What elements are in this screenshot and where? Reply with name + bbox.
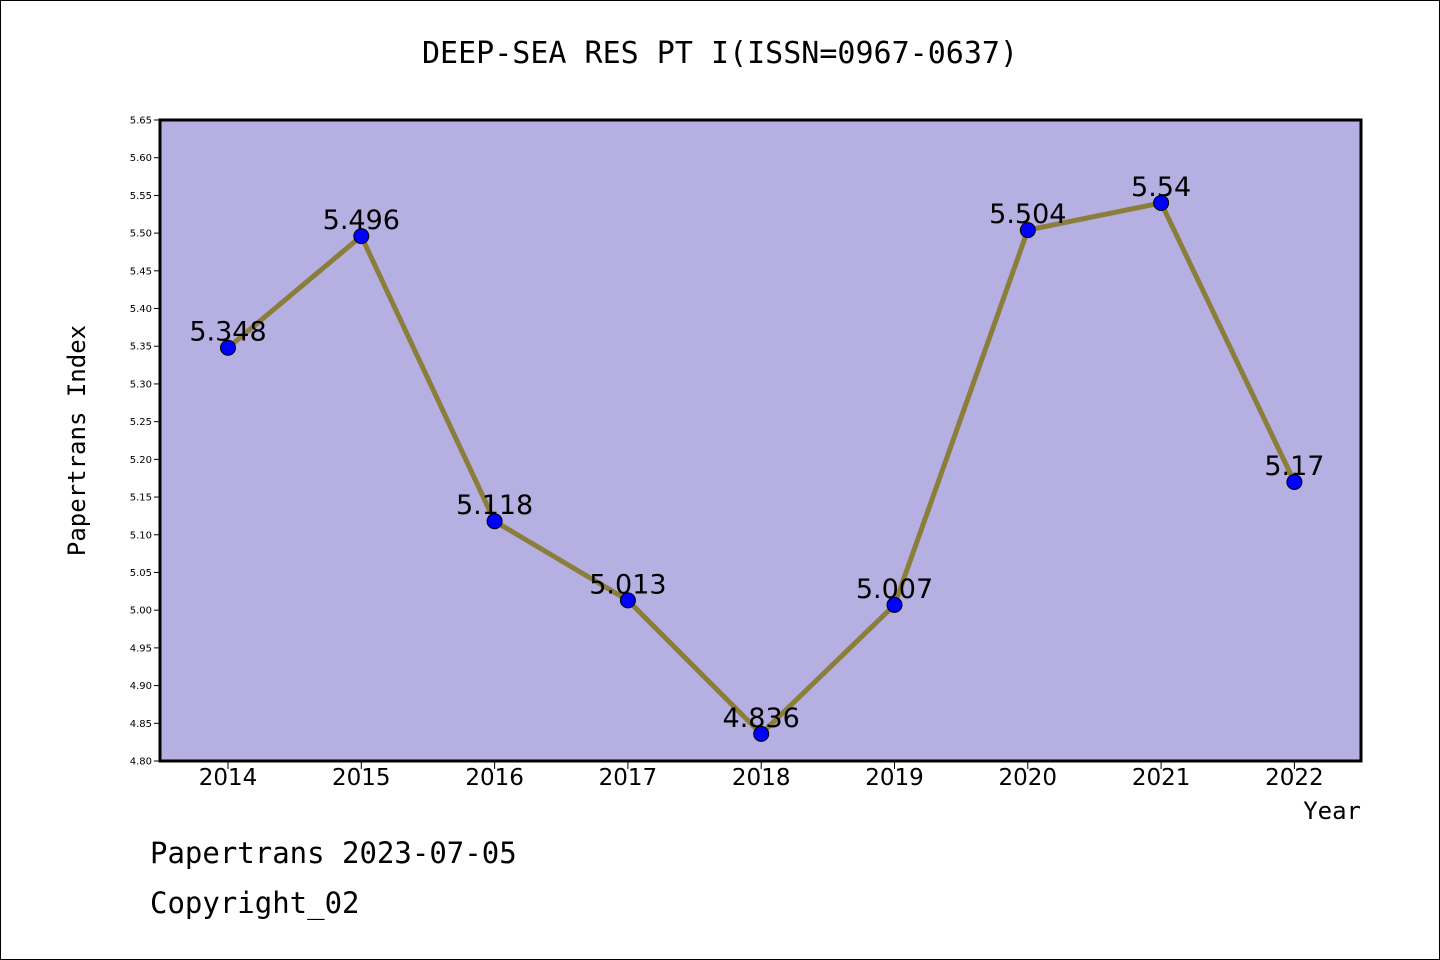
data-point (619, 592, 636, 609)
x-tick-label: 2022 (1265, 765, 1324, 791)
x-tick-label: 2020 (999, 765, 1058, 791)
y-tick-label: 5.20 (130, 455, 152, 466)
data-point (886, 596, 903, 613)
data-label: 5.118 (456, 490, 533, 521)
x-axis: 2014 2015 2016 2017 2018 2019 2020 2021 2022 (199, 761, 1324, 791)
y-tick-label: 5.35 (130, 342, 152, 353)
data-point (220, 339, 236, 356)
y-tick-label: 4.80 (130, 757, 152, 768)
y-tick-label: 5.10 (130, 530, 152, 541)
data-label: 5.348 (189, 317, 266, 348)
data-point (486, 513, 503, 530)
y-tick-label: 5.60 (130, 153, 152, 164)
y-tick-label: 5.25 (130, 417, 152, 428)
x-tick-label: 2019 (865, 765, 924, 791)
y-tick-label: 4.95 (130, 643, 152, 654)
y-tick-label: 5.55 (130, 191, 152, 202)
data-point (753, 725, 770, 742)
data-point (1153, 194, 1170, 211)
x-axis-label: Year (1303, 797, 1361, 825)
data-label: 5.504 (989, 199, 1066, 230)
data-point (353, 228, 370, 245)
y-tick-label: 4.90 (130, 681, 152, 692)
y-tick-label: 5.40 (130, 304, 152, 315)
x-tick-label: 2018 (732, 765, 791, 791)
x-tick-label: 2015 (332, 765, 391, 791)
data-label: 5.013 (589, 569, 666, 600)
data-label: 5.54 (1131, 172, 1191, 203)
y-axis: 4.80 4.85 4.90 4.95 5.00 5.05 5.10 5.15 5.20 5.25… (130, 116, 160, 768)
y-tick-label: 5.00 (130, 606, 152, 617)
x-tick-label: 2021 (1132, 765, 1191, 791)
x-tick-label: 2016 (465, 765, 524, 791)
y-tick-label: 5.45 (130, 266, 152, 277)
data-label: 4.836 (723, 703, 800, 734)
y-tick-label: 4.85 (130, 719, 152, 730)
data-label: 5.496 (323, 205, 400, 236)
data-point (1286, 473, 1303, 490)
chart-title: DEEP-SEA RES PT I(ISSN=0967-0637) (421, 36, 1019, 71)
plot-area (158, 118, 1363, 763)
x-tick-label: 2014 (199, 765, 258, 791)
footer-date: Papertrans 2023-07-05 (150, 836, 517, 870)
data-point (1019, 222, 1036, 239)
y-tick-label: 5.50 (130, 229, 152, 240)
series-layer: 5.348 5.496 5.118 5.013 4.836 5.007 5.504 5.54 5… (189, 172, 1324, 742)
y-tick-label: 5.05 (130, 568, 152, 579)
y-tick-label: 5.65 (130, 116, 152, 127)
y-tick-label: 5.30 (130, 379, 152, 390)
footer-copyright: Copyright_02 (150, 886, 360, 920)
x-tick-label: 2017 (599, 765, 658, 791)
data-label: 5.007 (856, 574, 933, 605)
y-tick-label: 5.15 (130, 493, 152, 504)
data-label: 5.17 (1264, 451, 1324, 482)
y-axis-label: Papertrans Index (63, 325, 91, 556)
